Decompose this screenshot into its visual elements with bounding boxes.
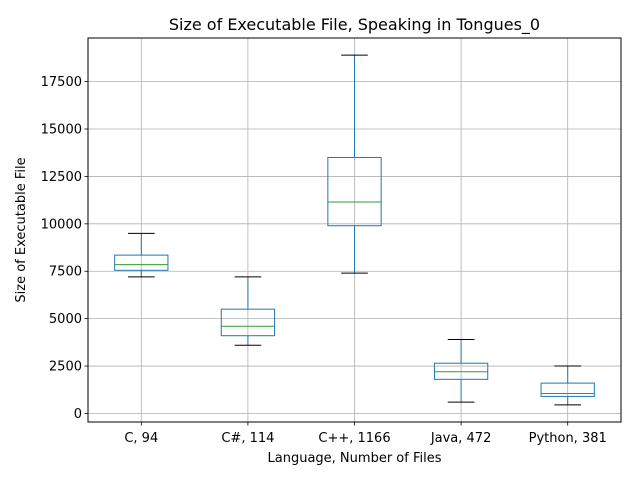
x-tick-label: C++, 1166 (318, 431, 390, 446)
y-axis-title: Size of Executable File (14, 157, 29, 302)
x-tick-label: Python, 381 (529, 431, 607, 446)
y-tick-label: 15000 (41, 123, 82, 138)
x-tick-label: C#, 114 (221, 431, 274, 446)
box-group (220, 276, 276, 346)
tick-layer: 0 2500 5000 7500 10000 12500 15000 17500 C, 94 C#… (41, 75, 607, 446)
iqr-box (540, 382, 595, 397)
iqr-box (114, 254, 169, 271)
y-tick-label: 10000 (41, 217, 82, 232)
box-group (540, 365, 595, 406)
y-tick-label: 0 (74, 407, 82, 422)
iqr-box (220, 308, 276, 337)
y-tick-label: 12500 (41, 170, 82, 185)
y-tick-label: 7500 (49, 265, 82, 280)
x-tick-label: C, 94 (124, 431, 158, 446)
box-layer (114, 54, 595, 406)
iqr-box (327, 156, 382, 227)
x-tick-label: Java, 472 (430, 431, 492, 446)
box-group (433, 339, 489, 403)
y-tick-label: 2500 (49, 360, 82, 375)
y-tick-label: 5000 (49, 312, 82, 327)
y-tick-label: 17500 (41, 75, 82, 90)
x-axis-title: Language, Number of Files (268, 451, 442, 466)
box-group (327, 54, 382, 274)
box-group (114, 232, 169, 278)
chart-title: Size of Executable File, Speaking in Ton… (169, 15, 540, 35)
